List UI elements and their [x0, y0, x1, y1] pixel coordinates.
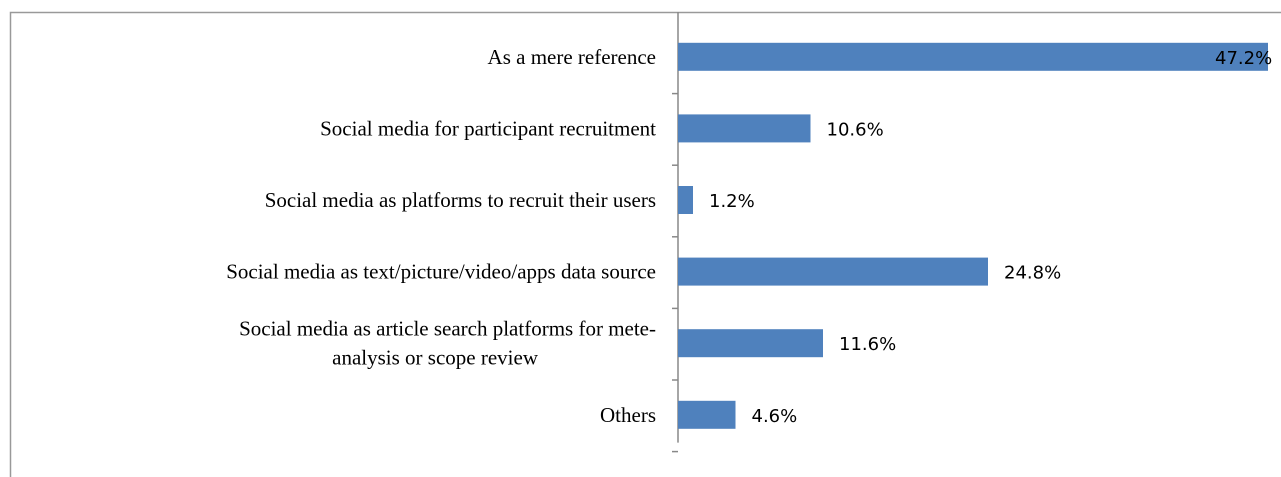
value-label: 10.6%	[827, 119, 884, 140]
bar	[678, 42, 1268, 71]
category-label: As a mere reference	[488, 45, 656, 69]
category-label: Social media as platforms to recruit the…	[265, 188, 656, 212]
value-label: 4.6%	[752, 406, 798, 427]
value-label: 24.8%	[1004, 263, 1061, 284]
category-line: Social media as platforms to recruit the…	[265, 188, 656, 212]
bar	[678, 329, 823, 358]
value-label: 47.2%	[1215, 48, 1272, 69]
category-line: Social media as article search platforms…	[239, 317, 656, 341]
bar	[678, 186, 693, 214]
value-label: 1.2%	[709, 191, 755, 212]
category-line: Others	[600, 403, 656, 427]
bar	[678, 257, 988, 286]
value-label: 11.6%	[839, 334, 896, 355]
category-line: analysis or scope review	[332, 346, 539, 370]
bar	[678, 400, 736, 429]
category-label: Social media as article search platforms…	[239, 317, 656, 370]
category-label: Social media for participant recruitment	[320, 116, 656, 140]
category-label: Others	[600, 403, 656, 427]
category-label: Social media as text/picture/video/apps …	[226, 260, 656, 284]
category-line: As a mere reference	[488, 45, 656, 69]
bar	[678, 114, 811, 143]
category-line: Social media as text/picture/video/apps …	[226, 260, 656, 284]
chart-frame	[9, 11, 1281, 477]
category-line: Social media for participant recruitment	[320, 116, 656, 140]
